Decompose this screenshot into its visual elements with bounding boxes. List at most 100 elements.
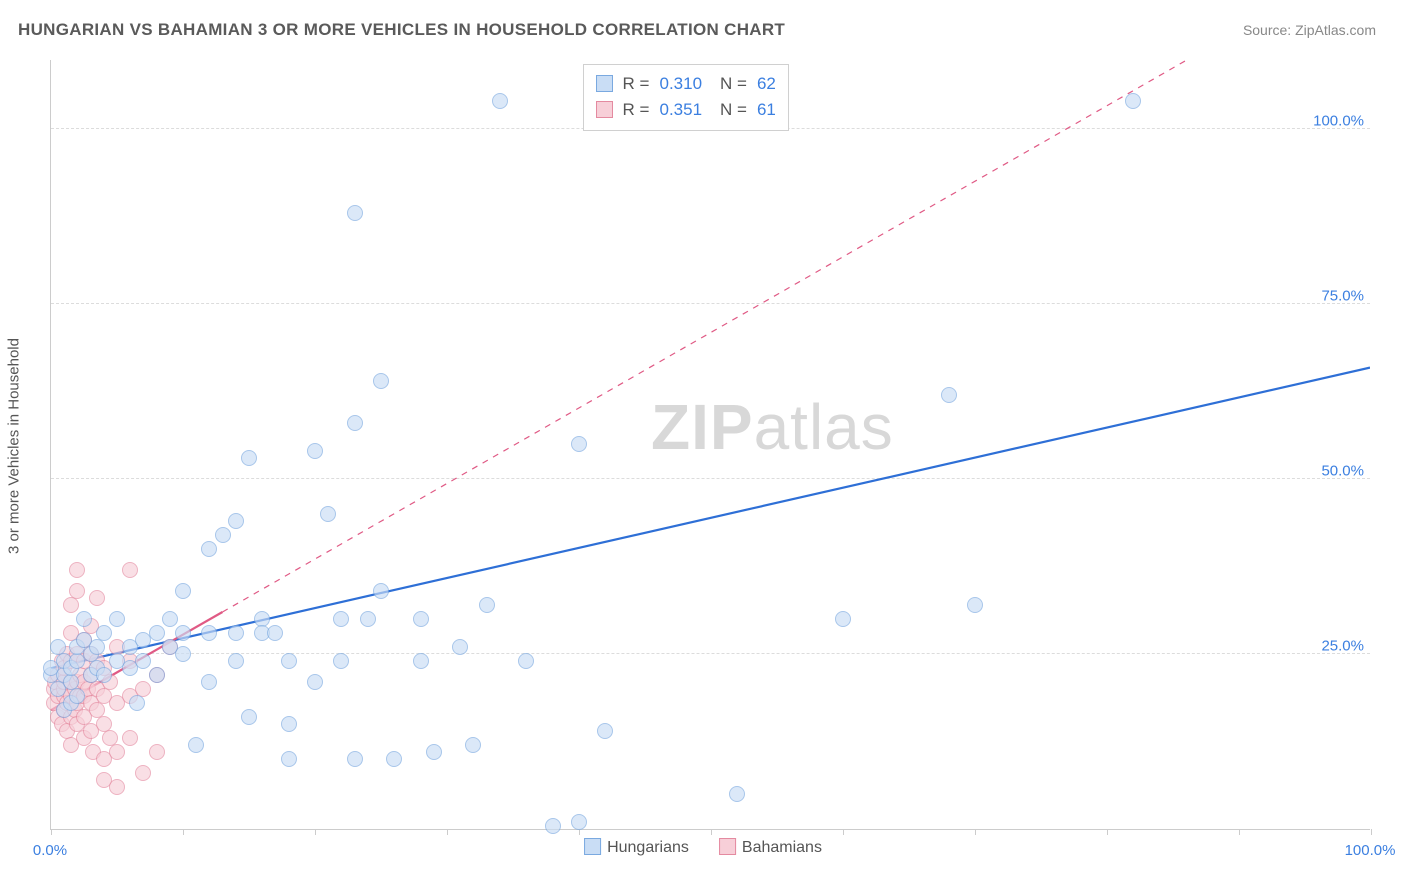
data-point (386, 751, 402, 767)
data-point (571, 436, 587, 452)
data-point (129, 695, 145, 711)
legend-stats-row: R =0.351N =61 (596, 97, 776, 123)
data-point (175, 583, 191, 599)
x-tick (51, 829, 52, 835)
x-tick (315, 829, 316, 835)
data-point (281, 751, 297, 767)
data-point (320, 506, 336, 522)
data-point (201, 541, 217, 557)
data-point (228, 625, 244, 641)
data-point (967, 597, 983, 613)
legend-stats-row: R = 0.310 N = 62 (596, 71, 776, 97)
data-point (228, 513, 244, 529)
data-point (215, 527, 231, 543)
data-point (69, 583, 85, 599)
data-point (347, 751, 363, 767)
data-point (149, 667, 165, 683)
x-tick (1107, 829, 1108, 835)
legend-label: Bahamians (742, 839, 822, 856)
gridline (51, 653, 1370, 654)
data-point (135, 765, 151, 781)
data-point (1125, 93, 1141, 109)
data-point (835, 611, 851, 627)
data-point (228, 653, 244, 669)
data-point (281, 653, 297, 669)
data-point (333, 611, 349, 627)
data-point (571, 814, 587, 830)
data-point (518, 653, 534, 669)
data-point (267, 625, 283, 641)
data-point (307, 443, 323, 459)
data-point (69, 688, 85, 704)
data-point (307, 674, 323, 690)
data-point (373, 583, 389, 599)
legend-swatch (596, 75, 613, 92)
data-point (135, 653, 151, 669)
stat-r-label: R = (623, 97, 650, 123)
data-point (89, 639, 105, 655)
series-legend: Hungarians Bahamians (584, 838, 822, 857)
source-attribution: Source: ZipAtlas.com (1243, 22, 1376, 38)
data-point (96, 625, 112, 641)
data-point (69, 562, 85, 578)
data-point (109, 611, 125, 627)
data-point (109, 779, 125, 795)
x-tick-label: 100.0% (1345, 842, 1396, 859)
data-point (122, 730, 138, 746)
stat-n-label: N = (720, 71, 747, 97)
watermark-text: ZIPatlas (651, 390, 894, 464)
data-point (347, 415, 363, 431)
legend-swatch (584, 838, 601, 855)
data-point (241, 709, 257, 725)
data-point (122, 562, 138, 578)
stat-r-label: R = (623, 71, 650, 97)
data-point (188, 737, 204, 753)
data-point (241, 450, 257, 466)
data-point (479, 597, 495, 613)
chart-title: HUNGARIAN VS BAHAMIAN 3 OR MORE VEHICLES… (18, 20, 785, 40)
data-point (360, 611, 376, 627)
data-point (597, 723, 613, 739)
gridline (51, 478, 1370, 479)
data-point (96, 667, 112, 683)
data-point (201, 625, 217, 641)
data-point (201, 674, 217, 690)
data-point (729, 786, 745, 802)
data-point (492, 93, 508, 109)
data-point (347, 205, 363, 221)
data-point (545, 818, 561, 834)
y-tick-label: 50.0% (1321, 463, 1364, 480)
stat-n-value: 61 (757, 97, 776, 123)
y-tick-label: 100.0% (1313, 113, 1364, 130)
x-tick (447, 829, 448, 835)
data-point (281, 716, 297, 732)
data-point (162, 611, 178, 627)
x-tick-label: 0.0% (33, 842, 67, 859)
data-point (63, 597, 79, 613)
x-tick (975, 829, 976, 835)
legend-item: Hungarians (584, 838, 689, 857)
data-point (333, 653, 349, 669)
data-point (149, 625, 165, 641)
x-tick (843, 829, 844, 835)
data-point (76, 611, 92, 627)
x-tick (183, 829, 184, 835)
data-point (175, 625, 191, 641)
data-point (109, 744, 125, 760)
stat-r-value: 0.310 (659, 71, 702, 97)
stat-n-label: N = (720, 97, 747, 123)
data-point (373, 373, 389, 389)
data-point (426, 744, 442, 760)
data-point (941, 387, 957, 403)
data-point (452, 639, 468, 655)
stat-n-value: 62 (757, 71, 776, 97)
legend-item: Bahamians (719, 838, 822, 857)
data-point (413, 611, 429, 627)
x-tick (711, 829, 712, 835)
correlation-stats-legend: R =0.310N =62R =0.351N =61 (583, 64, 789, 131)
data-point (89, 590, 105, 606)
x-tick (1371, 829, 1372, 835)
data-point (465, 737, 481, 753)
y-tick-label: 75.0% (1321, 288, 1364, 305)
data-point (413, 653, 429, 669)
